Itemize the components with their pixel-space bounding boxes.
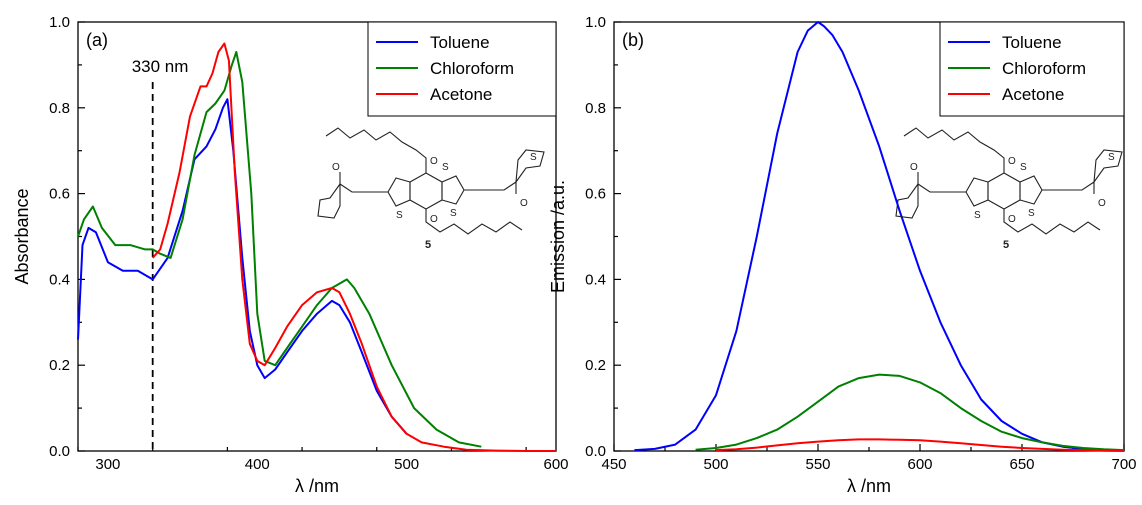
panel-a: 300 400 500 600 0.0 0.2 0.4 0.6 0.8 1.0 λ /nm Absor… xyxy=(12,14,569,496)
panel-a-x-tick-label: 400 xyxy=(245,456,270,473)
panel-a-mol-left-alkyne xyxy=(339,183,388,193)
panel-b-mol-left-end-thiophene xyxy=(895,182,919,219)
panel-b-y-tick-label: 0.2 xyxy=(585,357,606,374)
panel-a-series-chloroform xyxy=(77,51,482,448)
panel-b-mol-atom-o: O xyxy=(1008,156,1016,167)
panel-b-mol-atom-o: O xyxy=(910,162,918,173)
panel-b-legend-label-chloroform: Chloroform xyxy=(1002,59,1086,78)
panel-b-legend: Toluene Chloroform Acetone xyxy=(939,21,1125,117)
panel-a-mol-atom-o: O xyxy=(332,162,340,173)
panel-b-legend-label-toluene: Toluene xyxy=(1002,33,1062,52)
panel-a-mol-atom-o: O xyxy=(430,156,438,167)
panel-a-legend: Toluene Chloroform Acetone xyxy=(367,21,557,117)
panel-b-mol-atom-s: S xyxy=(1020,162,1027,173)
panel-a-y-tick-label: 0.4 xyxy=(49,271,70,288)
panel-b-x-tick-label: 550 xyxy=(805,456,830,473)
panel-b-y-tick-label: 1.0 xyxy=(585,14,606,31)
panel-a-mol-left-end-thiophene xyxy=(317,182,341,219)
panel-b-mol-left-alkyne xyxy=(917,183,966,193)
panel-b-mol-atom-s: S xyxy=(1108,152,1115,163)
panel-b-series-chloroform xyxy=(695,373,1125,452)
panel-a-y-tick-label: 1.0 xyxy=(49,14,70,31)
panel-b-mol-atom-o: O xyxy=(1008,214,1016,225)
panel-a-y-tick-label: 0.2 xyxy=(49,357,70,374)
panel-b-mol-left-thiophene xyxy=(965,177,989,207)
panel-a-x-tick-label: 600 xyxy=(543,456,568,473)
panel-a-y-axis-title: Absorbance xyxy=(12,188,32,284)
panel-b-y-tick-label: 0.0 xyxy=(585,443,606,460)
panel-a-mol-atom-o: O xyxy=(430,214,438,225)
panel-b-x-tick-label: 500 xyxy=(703,456,728,473)
panel-b-y-tick-label: 0.8 xyxy=(585,100,606,117)
panel-b-x-tick-label: 450 xyxy=(601,456,626,473)
panel-b-mol-top-chain xyxy=(903,127,1005,173)
panel-b-y-axis-title: Emission /a.u. xyxy=(548,180,568,293)
panel-a-mol-core-ring xyxy=(409,172,443,210)
panel-b-mol-right-thiophene xyxy=(1019,175,1043,205)
panel-a-x-tick-label: 500 xyxy=(394,456,419,473)
panel-a-mol-atom-o: O xyxy=(520,198,528,209)
panel-b-mol-right-end-thiophene xyxy=(1093,149,1123,184)
panel-b-y-tick-label: 0.6 xyxy=(585,186,606,203)
panel-a-mol-bottom-chain xyxy=(425,209,523,235)
panel-b-x-tick-label: 700 xyxy=(1111,456,1136,473)
panel-b-y-tick-label: 0.4 xyxy=(585,271,606,288)
panel-b-x-tick-label: 600 xyxy=(907,456,932,473)
panel-a-mol-right-alkyne xyxy=(464,181,517,191)
panel-a-mol-left-thiophene xyxy=(387,177,411,207)
panel-a-y-tick-label: 0.8 xyxy=(49,100,70,117)
panel-a-legend-label-acetone: Acetone xyxy=(430,85,492,104)
panel-b-legend-label-acetone: Acetone xyxy=(1002,85,1064,104)
panel-b-mol-atom-s: S xyxy=(974,210,981,221)
panel-a-mol-atom-s: S xyxy=(450,208,457,219)
panel-a-mol-top-chain xyxy=(325,127,427,173)
panel-b-x-tick-label: 650 xyxy=(1009,456,1034,473)
panel-b-mol-atom-o: O xyxy=(1098,198,1106,209)
panel-a-x-axis-title: λ /nm xyxy=(295,476,339,496)
panel-b-mol-bottom-chain xyxy=(1003,209,1101,235)
panel-a-annotation-text: 330 nm xyxy=(132,57,189,76)
panel-a-molecule-label: 5 xyxy=(425,239,431,251)
panel-b: 450 500 550 600 650 700 0.0 0.2 0.4 0.6 0.8 1.0 λ /n… xyxy=(548,14,1137,496)
panel-a-mol-atom-s: S xyxy=(442,162,449,173)
panel-b-x-axis-title: λ /nm xyxy=(847,476,891,496)
panel-b-mol-core-ring xyxy=(987,172,1021,210)
panel-a-mol-atom-s: S xyxy=(530,152,537,163)
panel-b-mol-right-alkyne xyxy=(1042,181,1095,191)
panel-a-series-acetone xyxy=(151,42,556,452)
panel-b-series-acetone xyxy=(715,438,1125,452)
panel-a-legend-label-toluene: Toluene xyxy=(430,33,490,52)
panel-a-x-tick-label: 300 xyxy=(95,456,120,473)
panel-a-mol-atom-s: S xyxy=(396,210,403,221)
panel-a-legend-label-chloroform: Chloroform xyxy=(430,59,514,78)
panel-a-y-tick-label: 0.6 xyxy=(49,186,70,203)
panel-a-panel-label: (a) xyxy=(86,30,108,50)
panel-a-mol-right-end-thiophene xyxy=(515,149,545,184)
panel-b-panel-label: (b) xyxy=(622,30,644,50)
panel-a-y-tick-label: 0.0 xyxy=(49,443,70,460)
panel-b-series-toluene xyxy=(634,21,1125,452)
panel-b-molecule-label: 5 xyxy=(1003,239,1009,251)
panel-b-mol-atom-s: S xyxy=(1028,208,1035,219)
panel-a-mol-right-thiophene xyxy=(441,175,465,205)
